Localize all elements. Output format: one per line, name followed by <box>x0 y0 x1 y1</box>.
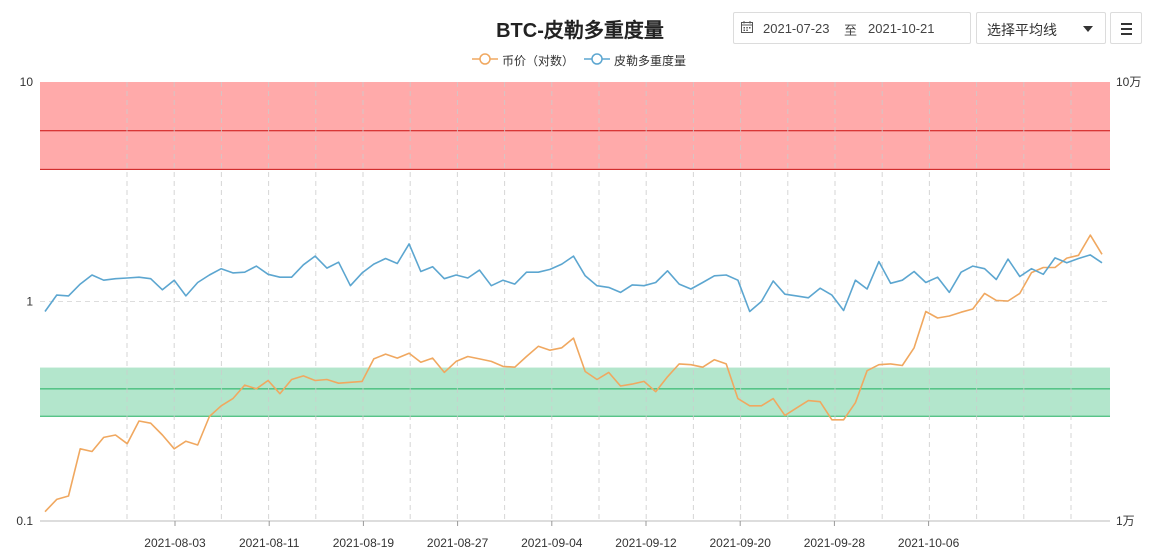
menu-icon <box>1121 23 1132 25</box>
moving-average-select[interactable]: 选择平均线 <box>976 12 1106 44</box>
legend-line-icon <box>472 53 498 65</box>
red-band <box>40 82 1110 170</box>
calendar-icon <box>741 21 753 33</box>
moving-average-select-label: 选择平均线 <box>987 22 1057 38</box>
green-band <box>40 367 1110 417</box>
y-left-tick-label: 0.1 <box>16 514 33 528</box>
y-right-tick-label: 10万 <box>1116 75 1141 89</box>
x-tick-label: 2021-08-19 <box>333 536 395 550</box>
x-tick-label: 2021-10-06 <box>898 536 960 550</box>
y-right-tick-label: 1万 <box>1116 514 1135 528</box>
legend-label-multiple: 皮勒多重度量 <box>614 54 687 68</box>
menu-button[interactable] <box>1110 12 1142 44</box>
x-tick-label: 2021-08-11 <box>239 536 300 550</box>
legend-label-price: 币价（对数） <box>502 54 575 68</box>
date-end-input[interactable]: 2021-10-21 <box>868 21 935 36</box>
x-tick-label: 2021-09-04 <box>521 536 583 550</box>
x-tick-label: 2021-09-20 <box>710 536 772 550</box>
legend: 币价（对数） 皮勒多重度量 <box>0 52 1153 68</box>
x-tick-label: 2021-09-12 <box>615 536 677 550</box>
date-start-input[interactable]: 2021-07-23 <box>763 21 830 36</box>
multiple-series-line <box>44 243 1103 313</box>
x-tick-label: 2021-08-27 <box>427 536 489 550</box>
legend-line-icon <box>584 53 610 65</box>
y-left-tick-label: 1 <box>26 295 33 309</box>
price-series-line <box>44 234 1103 513</box>
date-range-picker[interactable]: 2021-07-23 至 2021-10-21 <box>733 12 971 44</box>
chart-title: BTC-皮勒多重度量 <box>496 20 664 42</box>
date-separator: 至 <box>844 23 858 38</box>
x-tick-label: 2021-08-03 <box>144 536 206 550</box>
chevron-down-icon <box>1083 26 1093 32</box>
x-tick-label: 2021-09-28 <box>804 536 866 550</box>
y-left-tick-label: 10 <box>20 75 34 89</box>
